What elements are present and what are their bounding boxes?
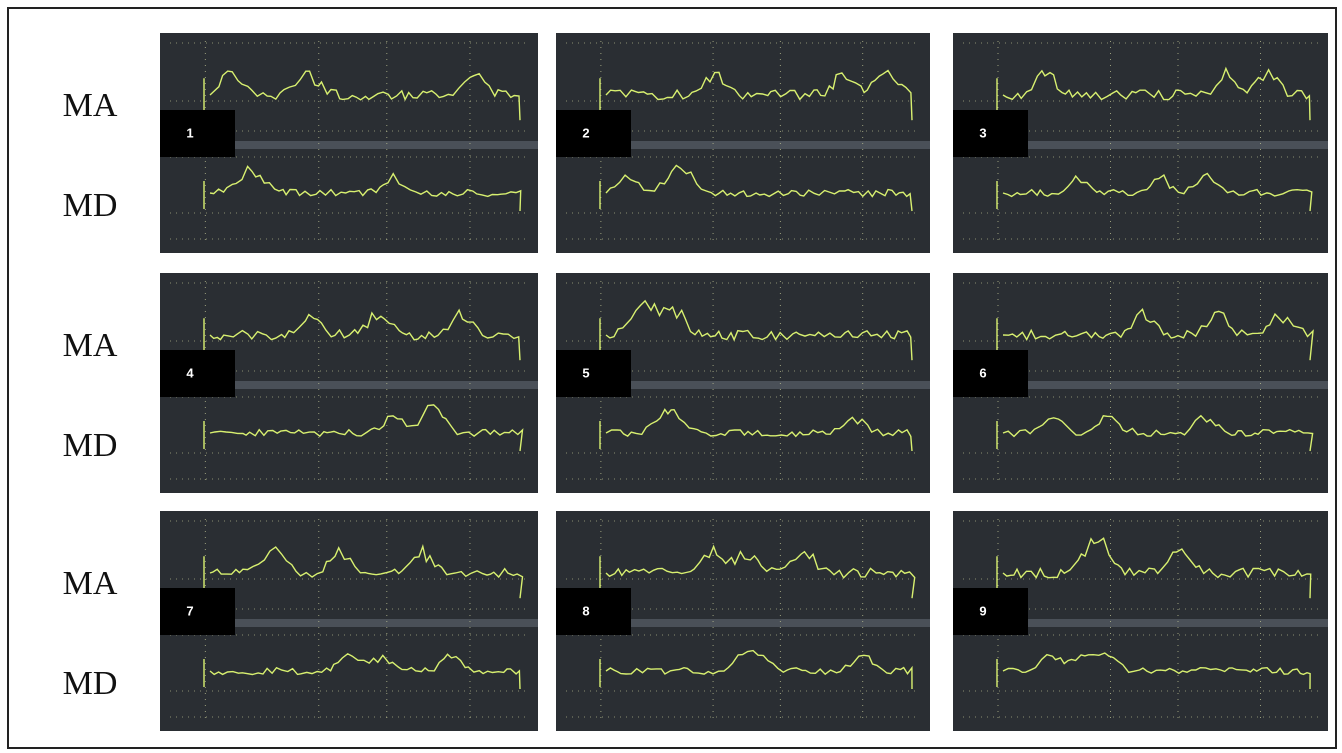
number-box <box>160 588 235 635</box>
number-box <box>556 588 631 635</box>
panel-number: 9 <box>979 603 986 618</box>
waveform <box>996 172 1313 212</box>
panel-grid: 1 2 3 4 5 6 7 8 9 <box>160 33 1328 731</box>
panel: 6 <box>953 273 1328 493</box>
panel-divider <box>953 619 1328 627</box>
waveform <box>996 414 1314 452</box>
number-box <box>160 110 235 157</box>
panel: 5 <box>556 273 930 493</box>
panel-number: 4 <box>186 365 194 380</box>
row-labels: MA MD MA MD MA MD <box>63 87 118 702</box>
panel-number: 1 <box>186 125 193 140</box>
panel-number: 6 <box>979 365 986 380</box>
waveform <box>203 652 521 690</box>
panel: 8 <box>556 511 930 731</box>
number-box <box>556 350 631 397</box>
number-box <box>953 350 1028 397</box>
panel-divider <box>556 381 930 389</box>
waveform <box>599 408 913 452</box>
row-label: MD <box>63 187 118 224</box>
panel: 7 <box>160 511 538 731</box>
waveform <box>203 404 524 452</box>
panel-divider <box>556 619 930 627</box>
number-box <box>160 350 235 397</box>
panel-divider <box>160 619 538 627</box>
panel-number: 8 <box>582 603 589 618</box>
number-box <box>953 588 1028 635</box>
panel: 4 <box>160 273 538 493</box>
panel: 1 <box>160 33 538 253</box>
row-label: MA <box>63 327 118 364</box>
panel-divider <box>953 381 1328 389</box>
panel-number: 3 <box>979 125 986 140</box>
waveform <box>599 164 913 212</box>
waveform <box>599 649 913 690</box>
panel-divider <box>953 141 1328 149</box>
panel: 2 <box>556 33 930 253</box>
row-label: MA <box>63 565 118 602</box>
panel-number: 7 <box>186 603 193 618</box>
panel-divider <box>556 141 930 149</box>
number-box <box>953 110 1028 157</box>
panel: 3 <box>953 33 1328 253</box>
row-label: MA <box>63 87 118 124</box>
number-box <box>556 110 631 157</box>
row-label: MD <box>63 665 118 702</box>
row-label: MD <box>63 427 118 464</box>
panel-divider <box>160 381 538 389</box>
panel-number: 2 <box>582 125 589 140</box>
waveform <box>203 165 522 212</box>
panel-divider <box>160 141 538 149</box>
panel-number: 5 <box>582 365 589 380</box>
panel: 9 <box>953 511 1328 731</box>
waveform <box>996 652 1311 690</box>
